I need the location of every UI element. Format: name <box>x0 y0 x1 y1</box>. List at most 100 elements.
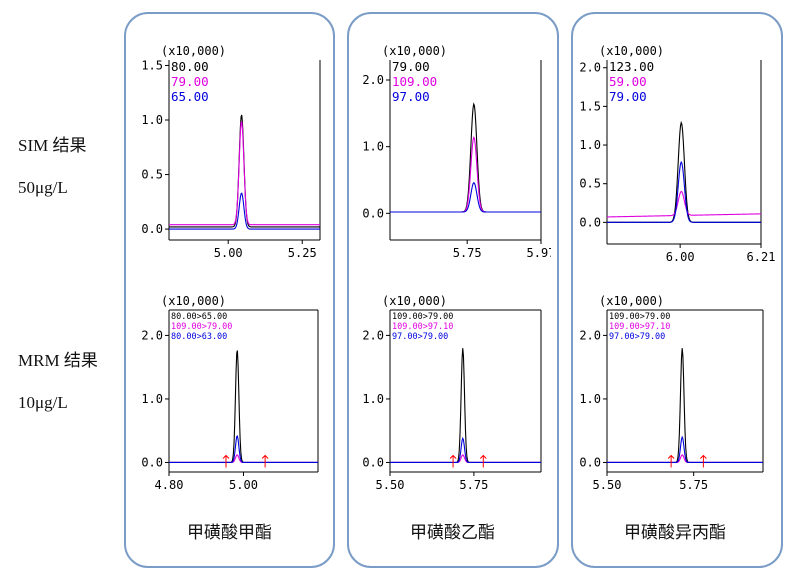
x-tick-label: 5.00 <box>214 246 243 260</box>
y-multiplier-label: (x10,000) <box>382 44 447 58</box>
y-tick-label: 1.0 <box>579 138 601 152</box>
y-tick-label: 2.0 <box>141 328 163 342</box>
legend-item: 97.00 <box>392 89 430 104</box>
series-line-1 <box>169 121 320 226</box>
series-line-1 <box>390 136 541 213</box>
legend-item: 59.00 <box>609 74 647 89</box>
y-tick-label: 0.5 <box>141 168 163 182</box>
series-line-0 <box>390 102 541 213</box>
sim-result-label: SIM 结果 <box>18 136 87 155</box>
y-tick-label: 0.5 <box>579 177 601 191</box>
y-multiplier-label: (x10,000) <box>382 294 447 308</box>
compound-name-ethyl: 甲磺酸乙酯 <box>410 523 495 543</box>
compound-name-methyl: 甲磺酸甲酯 <box>187 523 272 543</box>
y-tick-label: 0.0 <box>579 455 601 469</box>
x-tick-label: 5.75 <box>679 478 708 492</box>
plot-frame <box>389 309 542 473</box>
chart-mrm-isopropyl: (x10,000) 0.0 1.0 2.0 5.50 5.75 109.00>79.0010… <box>579 294 764 492</box>
y-multiplier-label: (x10,000) <box>599 294 664 308</box>
legend-item: 97.00>79.00 <box>392 332 448 342</box>
legend-item: 79.00 <box>171 74 209 89</box>
marker-head <box>700 454 707 459</box>
legend-item: 80.00 <box>171 59 209 74</box>
y-tick-label: 2.0 <box>579 328 601 342</box>
x-tick-label: 6.21 <box>747 250 775 264</box>
y-tick-label: 1.5 <box>579 99 601 113</box>
legend-item: 109.00>79.00 <box>171 322 232 332</box>
plot-frame <box>389 60 542 241</box>
sim-concentration-label: 50μg/L <box>18 178 68 197</box>
marker-head <box>449 454 457 459</box>
y-tick-label: 2.0 <box>579 61 601 75</box>
y-tick-label: 1.0 <box>141 113 163 127</box>
plot-frame <box>606 60 762 245</box>
x-tick-label: 5.75 <box>459 478 488 492</box>
x-tick-label: 5.00 <box>229 478 258 492</box>
marker-head <box>479 454 487 459</box>
integration-marker <box>261 454 269 468</box>
legend-item: 79.00 <box>392 59 430 74</box>
x-tick-label: 5.50 <box>593 478 622 492</box>
y-multiplier-label: (x10,000) <box>599 44 664 58</box>
y-tick-label: 1.0 <box>362 140 384 154</box>
x-tick-label: 5.25 <box>288 246 317 260</box>
panel-methyl <box>124 12 335 568</box>
mrm-concentration-label: 10μg/L <box>18 393 68 412</box>
series-line-0 <box>607 120 761 223</box>
legend-item: 97.00>79.00 <box>609 332 665 342</box>
integration-marker <box>700 454 707 468</box>
x-tick-label: 5.50 <box>376 478 405 492</box>
chart-sim-methyl: (x10,000) 0.0 0.5 1.0 1.5 5.00 5.25 80.0079.006… <box>141 44 321 260</box>
marker-head <box>222 454 230 459</box>
series-line-0 <box>169 350 318 464</box>
series-line-1 <box>606 190 762 218</box>
legend-item: 109.00>79.00 <box>392 312 453 322</box>
y-tick-label: 2.0 <box>362 73 384 87</box>
marker-head <box>667 454 675 459</box>
legend-item: 109.00>97.10 <box>392 322 453 332</box>
legend-item: 79.00 <box>609 89 647 104</box>
y-tick-label: 1.5 <box>141 58 163 72</box>
series-line-2 <box>390 181 541 213</box>
mrm-result-label: MRM 结果 <box>18 351 98 370</box>
y-tick-label: 0.0 <box>141 455 163 469</box>
chart-mrm-methyl: (x10,000) 0.0 1.0 2.0 4.80 5.00 80.00>65.00109… <box>141 294 319 492</box>
compound-name-isopropyl: 甲磺酸异丙酯 <box>624 523 726 543</box>
y-tick-label: 2.0 <box>362 328 384 342</box>
series-line-2 <box>390 436 541 464</box>
legend-item: 109.00>79.00 <box>609 312 670 322</box>
x-tick-label: 5.75 <box>453 246 482 260</box>
series-line-1 <box>169 454 318 464</box>
chart-sim-isopropyl: (x10,000) 0.0 0.5 1.0 1.5 2.0 6.00 6.21 123.0059… <box>579 44 775 264</box>
legend-item: 80.00>65.00 <box>171 312 227 322</box>
marker-head <box>261 454 269 459</box>
y-tick-label: 1.0 <box>362 392 384 406</box>
panel-ethyl <box>347 12 559 568</box>
y-tick-label: 0.0 <box>362 455 384 469</box>
integration-marker <box>449 454 457 468</box>
legend-item: 109.00>97.10 <box>609 322 670 332</box>
y-tick-label: 1.0 <box>579 392 601 406</box>
legend-item: 109.00 <box>392 74 437 89</box>
series-line-2 <box>169 192 320 230</box>
integration-marker <box>222 454 230 468</box>
series-line-2 <box>607 435 763 464</box>
y-tick-label: 1.0 <box>141 392 163 406</box>
legend-item: 65.00 <box>171 89 209 104</box>
chart-mrm-ethyl: (x10,000) 0.0 1.0 2.0 5.50 5.75 109.00>79.0010… <box>362 294 542 492</box>
x-tick-label: 6.00 <box>666 250 695 264</box>
y-multiplier-label: (x10,000) <box>161 44 226 58</box>
series-line-0 <box>390 348 541 464</box>
x-tick-label: 4.80 <box>155 478 184 492</box>
legend-item: 123.00 <box>609 59 654 74</box>
y-tick-label: 0.0 <box>141 222 163 236</box>
plot-frame <box>168 60 321 241</box>
series-line-0 <box>607 348 763 464</box>
integration-marker <box>479 454 487 468</box>
y-tick-label: 0.0 <box>362 206 384 220</box>
y-tick-label: 0.0 <box>579 215 601 229</box>
x-tick-label: 5.97 <box>527 246 551 260</box>
series-line-2 <box>169 434 318 464</box>
legend-item: 80.00>63.00 <box>171 332 227 342</box>
series-line-2 <box>607 160 761 223</box>
